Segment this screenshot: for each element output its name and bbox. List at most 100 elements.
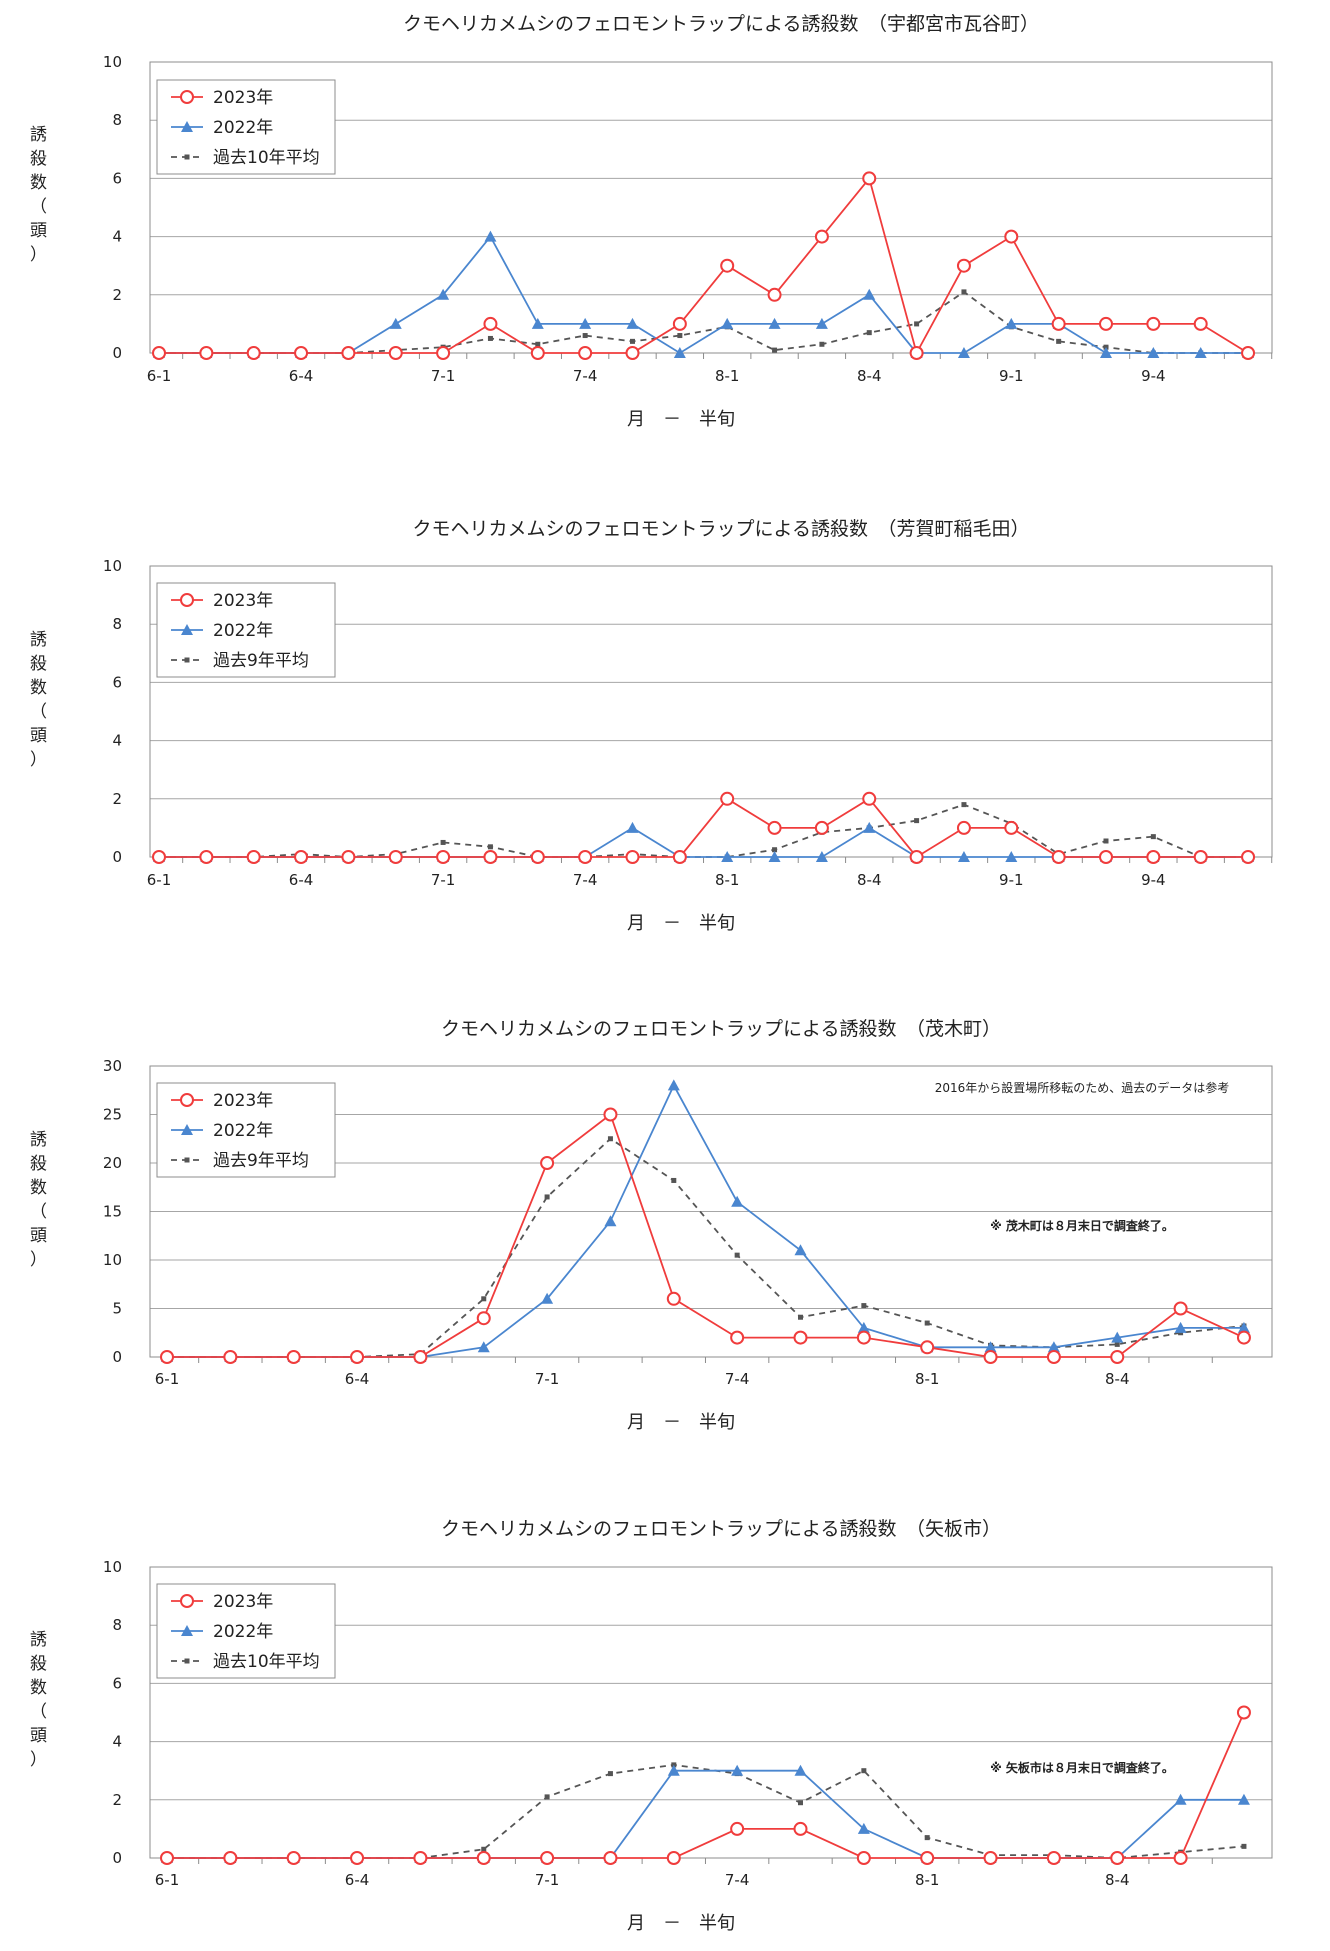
data-point	[667, 1764, 680, 1776]
data-point	[603, 1107, 618, 1122]
y-axis-label: 誘殺数（頭）	[30, 125, 47, 265]
data-point	[857, 1822, 870, 1834]
data-point	[1173, 1301, 1188, 1316]
x-tick-label: 6-1	[155, 1370, 180, 1388]
data-point	[1005, 317, 1018, 329]
data-point	[152, 850, 166, 864]
series-line	[167, 1712, 1245, 1859]
data-point	[625, 850, 640, 864]
x-tick-label: 7-1	[431, 367, 456, 385]
data-point	[540, 1156, 555, 1170]
y-tick-label: 6	[112, 673, 122, 691]
data-point	[607, 1771, 613, 1777]
y-tick-label: 10	[103, 1251, 122, 1269]
x-tick-label: 6-1	[147, 871, 172, 889]
data-point	[1099, 316, 1113, 331]
data-point	[535, 341, 541, 347]
data-point	[920, 1340, 935, 1355]
data-point	[794, 1244, 807, 1256]
data-point	[199, 850, 214, 864]
data-point	[730, 1821, 745, 1836]
series-line	[159, 797, 1249, 859]
data-point	[863, 821, 876, 833]
legend-marker	[181, 121, 193, 132]
series-y2023	[160, 1705, 1251, 1865]
legend-marker	[180, 1093, 194, 1107]
chart-title: クモヘリカメムシのフェロモントラップによる誘殺数 （茂木町）	[441, 1018, 1001, 1040]
y-tick-label: 10	[103, 53, 122, 71]
data-point	[1051, 850, 1066, 864]
data-point	[579, 317, 592, 329]
series-y2023	[160, 1107, 1251, 1364]
data-point	[814, 229, 829, 244]
data-point	[767, 820, 782, 835]
data-point	[768, 851, 781, 862]
x-tick-label: 7-4	[573, 871, 598, 889]
data-point	[199, 346, 214, 360]
data-point	[483, 850, 498, 864]
legend-marker	[184, 1658, 190, 1664]
chart-title: クモヘリカメムシのフェロモントラップによる誘殺数 （矢板市）	[441, 1518, 1001, 1540]
x-tick-label: 6-1	[147, 367, 172, 385]
legend-label: 2023年	[213, 1091, 273, 1111]
data-point	[815, 851, 828, 862]
data-point	[152, 346, 166, 360]
data-point	[607, 1136, 613, 1142]
legend-marker	[184, 1157, 190, 1163]
plot-frame	[149, 61, 1273, 354]
data-point	[246, 850, 261, 864]
y-tick-label: 6	[112, 1674, 122, 1692]
chart-panel-3: クモヘリカメムシのフェロモントラップによる誘殺数 （茂木町） 0 5 10 15 20 25…	[30, 1018, 1273, 1433]
series-line	[159, 290, 1249, 354]
data-point	[160, 1350, 174, 1364]
x-axis-label: 月 － 半旬	[627, 409, 735, 430]
series-y2022	[161, 1764, 1250, 1863]
data-point	[862, 791, 877, 806]
data-point	[1056, 338, 1062, 344]
data-point	[246, 346, 261, 360]
data-point	[856, 1330, 871, 1345]
x-tick-label: 7-1	[535, 1871, 560, 1889]
series-line	[159, 803, 1249, 858]
y-tick-label: 2	[112, 1791, 122, 1809]
x-tick-label: 8-4	[857, 871, 882, 889]
y-tick-label: 5	[112, 1300, 122, 1318]
data-point	[476, 1851, 491, 1865]
data-point	[341, 850, 356, 864]
x-axis-label: 月 － 半旬	[627, 1412, 735, 1433]
data-point	[388, 346, 403, 360]
data-point	[483, 316, 498, 331]
data-point	[1103, 838, 1109, 844]
legend-label: 2023年	[213, 1592, 273, 1612]
data-point	[862, 171, 877, 186]
data-point	[772, 847, 778, 853]
data-point	[294, 850, 309, 864]
y-tick-label: 25	[103, 1106, 122, 1124]
data-point	[626, 821, 639, 833]
legend-marker	[181, 1625, 193, 1636]
data-point	[1237, 1793, 1250, 1805]
y-axis-label: 誘殺数（頭）	[30, 1630, 47, 1770]
data-point	[1046, 1350, 1061, 1364]
data-point	[1005, 851, 1018, 862]
data-point	[1100, 347, 1112, 358]
legend-marker	[184, 154, 190, 160]
data-point	[672, 316, 687, 331]
data-point	[436, 346, 451, 360]
data-point	[487, 335, 493, 341]
data-point	[531, 317, 544, 329]
legend-label: 2022年	[213, 1121, 273, 1141]
data-point	[1110, 1350, 1125, 1364]
legend-marker	[184, 657, 190, 663]
data-point	[863, 288, 876, 300]
legend-marker	[180, 90, 194, 104]
series-line	[167, 1113, 1245, 1358]
data-point	[666, 1291, 681, 1306]
data-point	[1047, 1341, 1060, 1353]
data-point	[582, 333, 588, 339]
data-point	[1193, 316, 1208, 331]
data-point	[961, 289, 967, 295]
data-point	[677, 333, 683, 339]
y-tick-label: 30	[103, 1057, 122, 1075]
